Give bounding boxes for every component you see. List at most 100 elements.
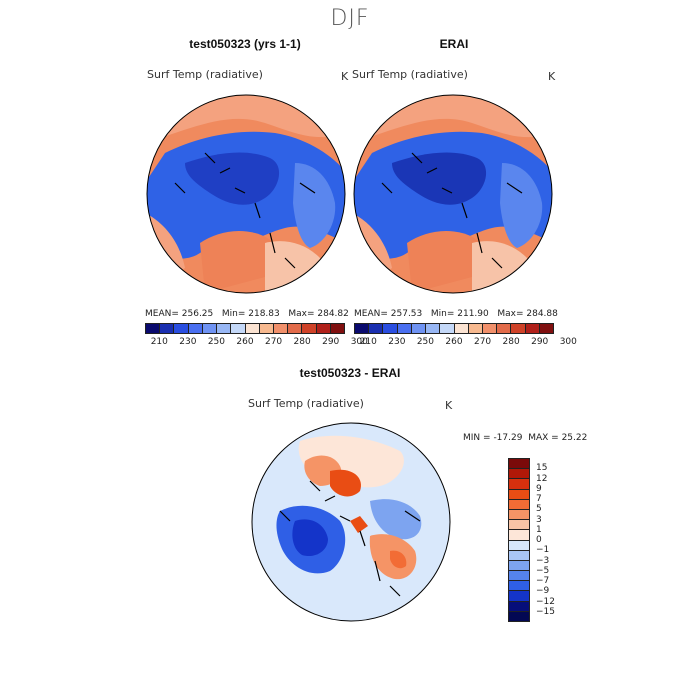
colorbar-swatch xyxy=(273,324,289,333)
panel-1-colorbar xyxy=(145,323,345,334)
colorbar-swatch xyxy=(509,489,529,500)
colorbar-tick-label: 210 xyxy=(150,337,168,347)
colorbar-swatch xyxy=(160,324,175,333)
diff-panel-colorbar-ticks: 15 12 9 7 5 3 1 0 −1 −3 −5 −7 −9 −12 −15 xyxy=(536,458,576,622)
panel-2-colorbar xyxy=(354,323,554,334)
colorbar-tick-label: 3 xyxy=(536,514,542,525)
colorbar-tick-label: −15 xyxy=(536,606,555,617)
colorbar-swatch xyxy=(454,324,469,333)
colorbar-swatch xyxy=(174,324,189,333)
colorbar-swatch xyxy=(497,324,512,333)
colorbar-tick-label: 260 xyxy=(236,337,254,347)
colorbar-swatch xyxy=(509,591,529,602)
colorbar-tick-label: 7 xyxy=(536,494,542,504)
colorbar-swatch xyxy=(397,324,412,333)
colorbar-swatch xyxy=(509,581,529,592)
colorbar-swatch xyxy=(316,324,331,333)
colorbar-tick-label: 0 xyxy=(536,535,542,545)
colorbar-swatch xyxy=(411,324,427,333)
panel-2-stats: MEAN= 257.53 Min= 211.90 Max= 284.88 xyxy=(354,309,558,319)
colorbar-swatch xyxy=(330,324,345,333)
panel-1-stats: MEAN= 256.25 Min= 218.83 Max= 284.82 xyxy=(145,309,349,319)
colorbar-tick-label: 270 xyxy=(473,337,492,347)
panel-1-title: test050323 (yrs 1-1) xyxy=(189,37,301,51)
colorbar-tick-label: −7 xyxy=(536,576,550,586)
panel-2-colorbar-ticks: 210 230 250 260 270 280 290 300 xyxy=(354,337,577,349)
colorbar-swatch xyxy=(525,324,540,333)
colorbar-swatch xyxy=(539,324,554,333)
colorbar-swatch xyxy=(231,324,246,333)
colorbar-tick-label: 230 xyxy=(388,337,406,347)
panel-1-colorbar-ticks: 210 230 250 260 270 280 290 300 xyxy=(145,337,368,349)
colorbar-swatch xyxy=(509,601,529,612)
panel-2-variable: Surf Temp (radiative) xyxy=(352,68,468,81)
colorbar-swatch xyxy=(509,479,529,490)
colorbar-swatch xyxy=(245,324,260,333)
coldest-core xyxy=(185,152,280,205)
colorbar-tick-label: 280 xyxy=(293,337,311,347)
colorbar-tick-label: −1 xyxy=(536,545,550,556)
colorbar-swatch xyxy=(440,324,455,333)
colorbar-swatch xyxy=(509,530,529,541)
colorbar-swatch xyxy=(468,324,483,333)
panel-1-polar-map xyxy=(146,94,346,294)
colorbar-tick-label: −3 xyxy=(536,555,550,566)
colorbar-swatch xyxy=(509,611,529,621)
panel-1-variable: Surf Temp (radiative) xyxy=(147,68,263,81)
diff-panel-colorbar xyxy=(508,458,530,622)
colorbar-tick-label: 300 xyxy=(350,337,368,347)
colorbar-swatch xyxy=(202,324,218,333)
colorbar-tick-label: 15 xyxy=(536,463,548,474)
warm-atlantic xyxy=(200,231,282,293)
colorbar-swatch xyxy=(146,324,161,333)
colorbar-swatch xyxy=(482,324,498,333)
colorbar-tick-label: 290 xyxy=(322,337,340,347)
panel-2-polar-map xyxy=(353,94,553,294)
diff-panel-title: test050323 - ERAI xyxy=(299,366,401,380)
diff-panel-units: K xyxy=(445,399,453,412)
colorbar-tick-label: 260 xyxy=(445,337,463,347)
colorbar-swatch xyxy=(509,520,529,531)
colorbar-tick-label: 280 xyxy=(502,337,520,347)
colorbar-swatch xyxy=(369,324,384,333)
colorbar-swatch xyxy=(509,469,529,480)
colorbar-swatch xyxy=(509,459,529,470)
colorbar-tick-label: 250 xyxy=(416,337,435,347)
colorbar-swatch xyxy=(511,324,526,333)
colorbar-tick-label: 12 xyxy=(536,473,548,484)
colorbar-tick-label: −12 xyxy=(536,596,555,607)
colorbar-tick-label: 270 xyxy=(264,337,283,347)
panel-2-units: K xyxy=(548,70,556,83)
panel-1-units: K xyxy=(341,70,349,83)
colorbar-tick-label: −9 xyxy=(536,586,550,597)
diff-panel-polar-map xyxy=(251,422,451,622)
colorbar-swatch xyxy=(288,324,303,333)
diff-panel-variable: Surf Temp (radiative) xyxy=(248,397,364,410)
colorbar-swatch xyxy=(383,324,398,333)
colorbar-swatch xyxy=(355,324,370,333)
diff-panel-stats: MIN = -17.29 MAX = 25.22 xyxy=(463,433,588,443)
colorbar-swatch xyxy=(302,324,317,333)
colorbar-swatch xyxy=(188,324,203,333)
colorbar-swatch xyxy=(509,509,529,521)
colorbar-tick-label: 9 xyxy=(536,483,542,494)
colorbar-swatch xyxy=(259,324,274,333)
colorbar-tick-label: 290 xyxy=(531,337,549,347)
colorbar-tick-label: 250 xyxy=(207,337,226,347)
colorbar-swatch xyxy=(426,324,441,333)
colorbar-swatch xyxy=(509,550,529,561)
cold-region-siberia xyxy=(293,163,336,248)
colorbar-swatch xyxy=(509,571,529,582)
colorbar-swatch xyxy=(509,499,529,510)
panel-2-title: ERAI xyxy=(439,37,469,51)
colorbar-swatch xyxy=(509,540,529,551)
colorbar-tick-label: 5 xyxy=(536,504,542,515)
colorbar-tick-label: 230 xyxy=(179,337,197,347)
colorbar-tick-label: 210 xyxy=(359,337,377,347)
colorbar-tick-label: 1 xyxy=(536,524,542,535)
season-title: DJF xyxy=(330,6,370,31)
colorbar-swatch xyxy=(217,324,232,333)
coastlines xyxy=(174,152,316,269)
colorbar-swatch xyxy=(509,560,529,572)
colorbar-tick-label: −5 xyxy=(536,565,550,576)
